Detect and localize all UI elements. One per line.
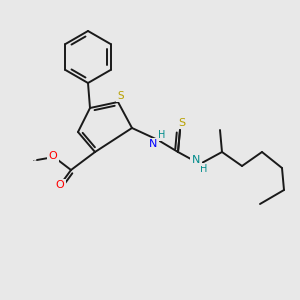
Text: methyl: methyl: [33, 159, 38, 160]
Text: H: H: [158, 130, 166, 140]
Text: H: H: [200, 164, 208, 174]
Text: N: N: [149, 139, 157, 149]
Text: O: O: [56, 180, 64, 190]
Text: O: O: [49, 151, 57, 161]
Text: N: N: [192, 155, 200, 165]
Text: S: S: [178, 118, 186, 128]
Text: S: S: [118, 91, 124, 101]
